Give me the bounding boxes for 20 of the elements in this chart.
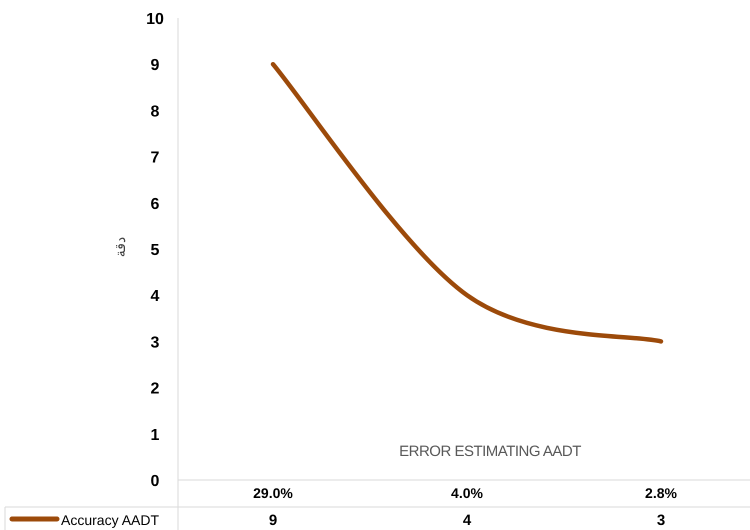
y-tick-label: 7 <box>150 150 160 167</box>
y-tick-label: 2 <box>150 380 160 398</box>
y-tick-label: 4 <box>150 288 160 306</box>
y-tick-label: 5 <box>150 242 160 259</box>
x-axis-title: ERROR ESTIMATING AADT <box>399 443 582 460</box>
y-tick-label: 1 <box>150 426 160 444</box>
y-tick-label: 0 <box>150 473 160 490</box>
y-tick-label: 10 <box>146 11 164 28</box>
y-tick-label: 8 <box>150 103 160 120</box>
data-label: 4 <box>462 512 472 529</box>
data-label: 9 <box>268 512 278 529</box>
y-tick-label: 9 <box>150 57 160 74</box>
x-tick-label: 29.0% <box>253 485 294 501</box>
y-tick-label: 3 <box>150 334 160 352</box>
legend-label: Accuracy AADT <box>61 512 160 528</box>
y-tick-label: 6 <box>150 196 160 213</box>
x-tick-label: 4.0% <box>451 485 484 501</box>
data-label: 3 <box>656 512 666 529</box>
x-tick-label: 2.8% <box>645 485 678 501</box>
y-axis-title: دقة <box>112 236 128 258</box>
